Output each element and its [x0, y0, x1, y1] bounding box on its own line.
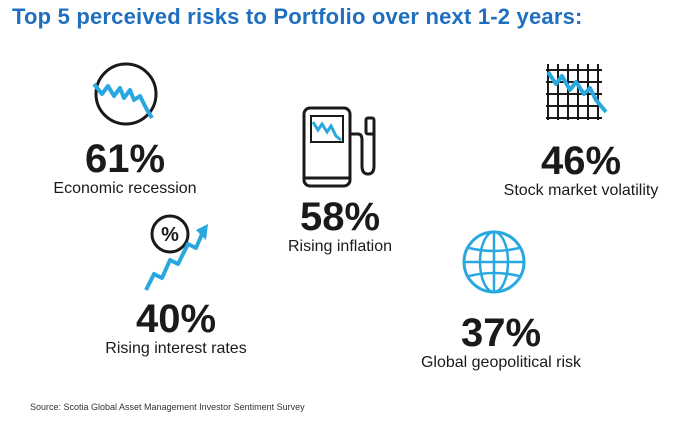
percent-arrow-icon: % [144, 214, 208, 291]
risk-label: Rising interest rates [105, 340, 247, 357]
source-note: Source: Scotia Global Asset Management I… [30, 402, 305, 412]
risk-percent: 46% [540, 139, 622, 183]
risk-recession: 61% Economic recession [30, 138, 220, 198]
risk-label: Rising inflation [287, 238, 393, 255]
risk-percent: 37% [460, 311, 542, 355]
risk-label: Stock market volatility [503, 182, 659, 199]
risk-label: Global geopolitical risk [420, 354, 582, 371]
recession-chart-icon [92, 62, 158, 126]
risk-percent: 58% [299, 195, 381, 239]
risk-percent: 61% [84, 137, 166, 181]
risk-volatility: 46% Stock market volatility [472, 140, 690, 200]
risk-interest-rates: 40% Rising interest rates [76, 298, 276, 358]
risk-geopolitical: 37% Global geopolitical risk [396, 312, 606, 372]
volatility-grid-chart-icon [546, 64, 608, 120]
risk-inflation: 58% Rising inflation [240, 196, 440, 256]
risk-percent: 40% [135, 297, 217, 341]
risk-label: Economic recession [53, 180, 197, 197]
page-title: Top 5 perceived risks to Portfolio over … [12, 4, 583, 29]
svg-text:%: % [161, 224, 179, 246]
gas-pump-icon [302, 106, 376, 188]
globe-icon [462, 230, 526, 294]
